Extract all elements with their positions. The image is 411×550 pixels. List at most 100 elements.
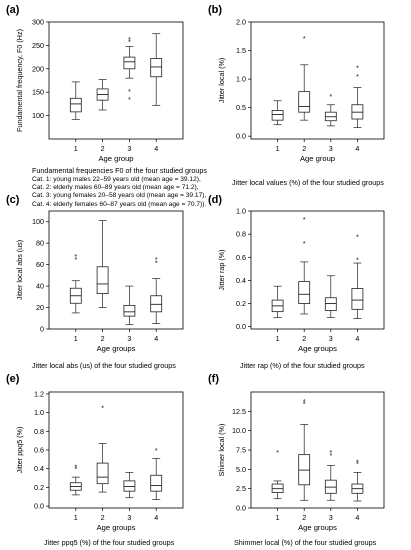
box-b-2 [298,91,311,113]
y-tick-label-f-3: 7.5 [236,446,246,455]
outlier-b-3-0: * [329,92,332,101]
x-tick-label-d-1: 2 [302,334,306,343]
x-tick-label-e-2: 3 [127,513,131,522]
y-tick-label-e-3: 0.6 [34,446,44,455]
y-tick-label-a-3: 250 [32,41,44,50]
outlier-f-2-1: * [303,397,306,406]
outlier-c-1-1: * [74,252,77,261]
x-axis-title-a: Age group [98,154,133,163]
caption-a: Fundamental frequencies F0 of the four s… [32,166,208,175]
legend-line-2: Cat. 2: elderly males 60–89 years old (m… [32,184,199,192]
y-tick-label-b-3: 1.5 [236,46,246,55]
outlier-a-3-1: * [128,87,131,96]
x-tick-label-b-0: 1 [276,144,280,153]
y-tick-label-e-1: 0.2 [34,483,44,492]
x-axis-title-e: Age groups [97,523,136,532]
y-tick-label-a-0: 100 [32,111,44,120]
box-c-2 [96,266,109,295]
x-axis-title-d: Age groups [298,344,337,353]
y-tick-label-d-5: 1.0 [236,207,246,216]
y-tick-label-b-4: 2.0 [236,18,246,27]
box-c-3 [123,304,136,317]
panel-label-c: (c) [6,194,20,206]
x-axis-title-f: Age groups [298,523,337,532]
x-axis-title-b: Age group [300,154,335,163]
outlier-b-2-0: * [303,34,306,43]
outlier-b-4-1: * [356,63,359,72]
y-tick-label-e-0: 0.0 [34,502,44,511]
y-tick-label-f-1: 2.5 [236,484,246,493]
y-tick-label-d-0: 0.0 [236,322,246,331]
caption-f: Shimmer local (%) of the four studied gr… [234,538,377,547]
y-tick-label-d-1: 0.2 [236,299,246,308]
y-tick-label-c-1: 20 [36,303,44,312]
panel-label-b: (b) [208,4,223,16]
outlier-f-2-0: * [303,399,306,408]
panel-label-e: (e) [6,373,20,385]
x-tick-label-f-2: 3 [329,513,333,522]
y-tick-label-f-2: 5.0 [236,465,246,474]
y-tick-label-e-4: 0.8 [34,427,44,436]
box-e-3 [123,480,136,492]
y-tick-label-a-1: 150 [32,88,44,97]
caption-d: Jitter rap (%) of the four studied group… [240,361,365,370]
plot-frame-f [250,391,385,509]
y-axis-title-b: Jitter local (%) [217,58,226,104]
x-tick-label-e-1: 2 [101,513,105,522]
y-tick-label-e-6: 1.2 [34,389,44,398]
outlier-e-1-1: * [74,463,77,472]
x-tick-label-d-0: 1 [276,334,280,343]
y-tick-label-a-2: 200 [32,64,44,73]
x-tick-label-b-1: 2 [302,144,306,153]
outlier-f-3-0: * [329,451,332,460]
y-tick-label-d-4: 0.8 [236,230,246,239]
panel-label-a: (a) [6,4,20,16]
outlier-d-2-1: * [303,215,306,224]
y-tick-label-b-2: 1.0 [236,75,246,84]
outlier-a-3-0: * [128,95,131,104]
legend-line-1: Cat. 1: young males 22–59 years old (mea… [32,176,201,183]
x-tick-label-a-0: 1 [74,144,78,153]
outlier-c-1-0: * [74,255,77,264]
plot-frame-e [48,391,184,509]
y-axis-title-d: Jitter rap (%) [217,249,226,290]
outlier-f-3-1: * [329,448,332,457]
box-d-3 [324,297,337,311]
caption-c: Jitter local abs (us) of the four studie… [32,361,176,370]
y-tick-label-f-0: 0.0 [236,504,246,513]
y-tick-label-e-2: 0.4 [34,464,44,473]
box-a-3 [123,56,136,70]
y-tick-label-c-0: 0 [40,325,44,334]
plot-frame-d [250,210,385,330]
box-c-4 [150,295,163,313]
outlier-c-4-1: * [155,255,158,264]
outlier-a-3-3: * [128,35,131,44]
outlier-f-4-1: * [356,457,359,466]
y-tick-label-d-3: 0.6 [236,253,246,262]
x-tick-label-c-2: 3 [127,334,131,343]
box-b-1 [271,110,284,121]
x-tick-label-d-3: 4 [355,334,359,343]
panel-label-f: (f) [208,373,219,385]
y-tick-label-e-5: 1.0 [34,408,44,417]
outlier-d-2-0: * [303,239,306,248]
plot-frame-c [48,210,184,330]
x-tick-label-c-3: 4 [154,334,158,343]
y-axis-title-f: Shimer local (%) [217,424,226,477]
y-tick-label-f-4: 10.0 [232,426,246,435]
outlier-b-4-0: * [356,72,359,81]
y-axis-title-e: Jitter ppq5 (%) [15,427,24,474]
y-tick-label-b-1: 0.5 [236,103,246,112]
x-tick-label-b-3: 4 [355,144,359,153]
box-e-2 [96,462,109,485]
x-tick-label-a-3: 4 [154,144,158,153]
box-d-2 [298,281,311,304]
plot-frame-b [250,21,385,140]
outlier-a-3-2: * [128,37,131,46]
y-tick-label-c-3: 60 [36,260,44,269]
x-tick-label-d-2: 3 [329,334,333,343]
y-tick-label-c-5: 100 [32,217,44,226]
legend-line-4: Cat. 4: elderly females 60–87 years old … [32,200,207,208]
caption-e: Jitter ppq5 (%) of the four studied grou… [44,538,175,547]
